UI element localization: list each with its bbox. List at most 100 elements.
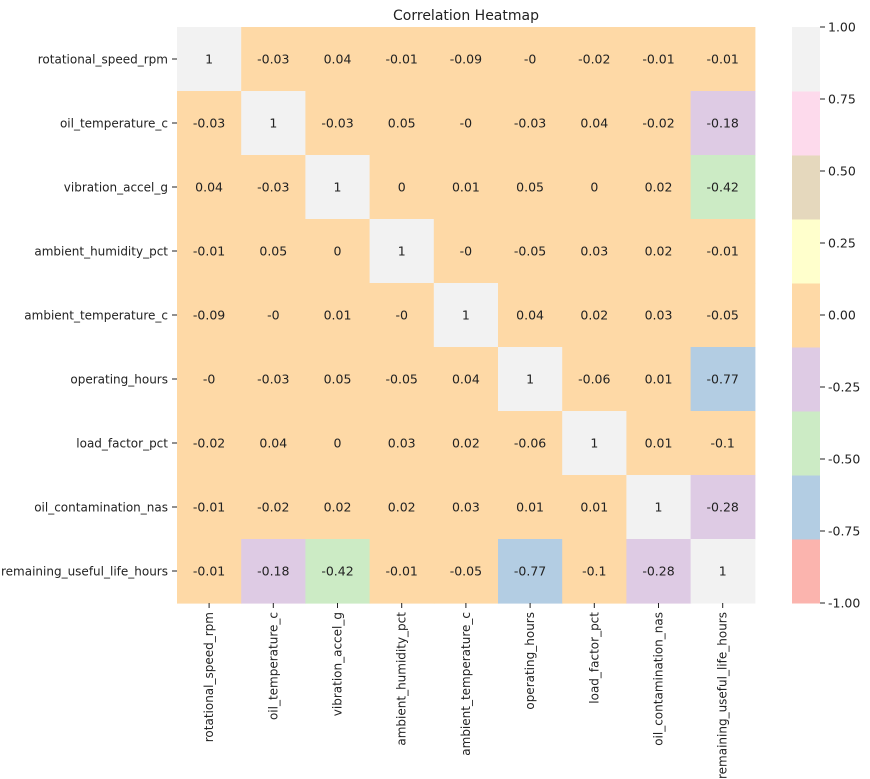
heatmap-cell (177, 155, 242, 220)
heatmap-cell (241, 219, 306, 284)
colorbar-tick-label: -0.25 (828, 380, 860, 395)
heatmap-cell (562, 91, 627, 156)
heatmap-cell-labels: 1 -0.03 0.04 -0.01 -0.09 -0 -0.02 -0.01 -0.01 -0.… (193, 52, 739, 579)
cell-value-label: 1 (334, 180, 342, 195)
heatmap-cell (241, 91, 306, 156)
colorbar-tick-label: 1.00 (828, 20, 856, 35)
heatmap-cell (690, 155, 756, 220)
cell-value-label: 0.02 (580, 308, 608, 323)
heatmap-cell (305, 411, 371, 476)
colorbar-tick-label: -0.75 (828, 524, 860, 539)
heatmap-cell (369, 539, 435, 604)
cell-value-label: 0.02 (645, 180, 673, 195)
heatmap-cell (369, 411, 435, 476)
cell-value-label: 0.02 (645, 244, 673, 259)
colorbar-segment (792, 475, 820, 540)
cell-value-label: 0.02 (452, 436, 480, 451)
heatmap-cell (498, 539, 563, 604)
heatmap-cell (626, 27, 692, 92)
heatmap-cell (305, 539, 371, 604)
y-tick-label: remaining_useful_life_hours (1, 565, 168, 579)
heatmap-cell (369, 283, 435, 348)
heatmap-cell (690, 219, 756, 284)
cell-value-label: 1 (462, 308, 470, 323)
heatmap-cell (562, 475, 627, 540)
cell-value-label: 0.01 (516, 500, 544, 515)
heatmap-cell (626, 219, 692, 284)
cell-value-label: -0.03 (257, 180, 289, 195)
cell-value-label: 0.05 (388, 116, 416, 131)
heatmap-cell (690, 539, 756, 604)
colorbar-segment (792, 155, 820, 220)
heatmap-cell (241, 155, 306, 220)
heatmap-cell (626, 347, 692, 412)
heatmap-cell (690, 283, 756, 348)
cell-value-label: -0.03 (257, 52, 289, 67)
heatmap-cell (369, 155, 435, 220)
cell-value-label: 0.05 (516, 180, 544, 195)
x-tick-label: load_factor_pct (587, 612, 601, 704)
cell-value-label: 0 (398, 180, 406, 195)
heatmap-cell (562, 27, 627, 92)
cell-value-label: -0.01 (642, 52, 674, 67)
heatmap-cell (433, 411, 499, 476)
heatmap-cell (305, 91, 371, 156)
heatmap-cell (177, 539, 242, 604)
heatmap-cell (498, 283, 563, 348)
cell-value-label: -0.03 (257, 372, 289, 387)
cell-value-label: -0.42 (321, 564, 353, 579)
heatmap-cell (433, 27, 499, 92)
heatmap-cell (562, 539, 627, 604)
cell-value-label: 1 (655, 500, 663, 515)
y-tick-label: vibration_accel_g (64, 181, 168, 195)
heatmap-cell (241, 27, 306, 92)
cell-value-label: 0.03 (388, 436, 416, 451)
cell-value-label: -0.03 (514, 116, 546, 131)
heatmap-cell (498, 155, 563, 220)
heatmap-cell (369, 475, 435, 540)
heatmap-cell (177, 283, 242, 348)
cell-value-label: -0.02 (257, 500, 289, 515)
y-tick-label: ambient_humidity_pct (34, 245, 168, 259)
cell-value-label: -0.77 (514, 564, 546, 579)
heatmap-cell (177, 475, 242, 540)
cell-value-label: -0.42 (707, 180, 739, 195)
cell-value-label: -0.1 (582, 564, 606, 579)
cell-value-label: 0.04 (324, 52, 352, 67)
cell-value-label: -0 (203, 372, 216, 387)
heatmap-cell (433, 219, 499, 284)
heatmap-cell (241, 539, 306, 604)
cell-value-label: 0.03 (452, 500, 480, 515)
cell-value-label: 0.03 (645, 308, 673, 323)
heatmap-cell (498, 91, 563, 156)
cell-value-label: -0.77 (707, 372, 739, 387)
colorbar-segment (792, 283, 820, 348)
colorbar-tick-label: -1.00 (828, 596, 860, 611)
heatmap-cell (369, 91, 435, 156)
cell-value-label: -0.09 (450, 52, 482, 67)
cell-value-label: -0 (395, 308, 408, 323)
heatmap-cell (369, 347, 435, 412)
cell-value-label: 0 (334, 436, 342, 451)
cell-value-label: -0.28 (642, 564, 674, 579)
y-tick-label: rotational_speed_rpm (38, 53, 168, 67)
cell-value-label: 0 (590, 180, 598, 195)
y-tick-label: ambient_temperature_c (24, 309, 168, 323)
colorbar-tick-label: -0.50 (828, 452, 860, 467)
cell-value-label: 0.03 (580, 244, 608, 259)
cell-value-label: -0.1 (711, 436, 735, 451)
x-tick-label: operating_hours (523, 612, 537, 710)
colorbar-segment (792, 539, 820, 604)
heatmap-cell (305, 27, 371, 92)
cell-value-label: 0.01 (580, 500, 608, 515)
cell-value-label: -0.05 (386, 372, 418, 387)
cell-value-label: 0.04 (259, 436, 287, 451)
y-tick-label: oil_contamination_nas (34, 501, 168, 515)
cell-value-label: 0.04 (580, 116, 608, 131)
cell-value-label: -0.06 (514, 436, 546, 451)
cell-value-label: 0.02 (388, 500, 416, 515)
heatmap-cell (241, 347, 306, 412)
y-axis: rotational_speed_rpm oil_temperature_cvib… (1, 53, 177, 579)
y-tick-label: load_factor_pct (76, 437, 168, 451)
heatmap-cell (177, 219, 242, 284)
